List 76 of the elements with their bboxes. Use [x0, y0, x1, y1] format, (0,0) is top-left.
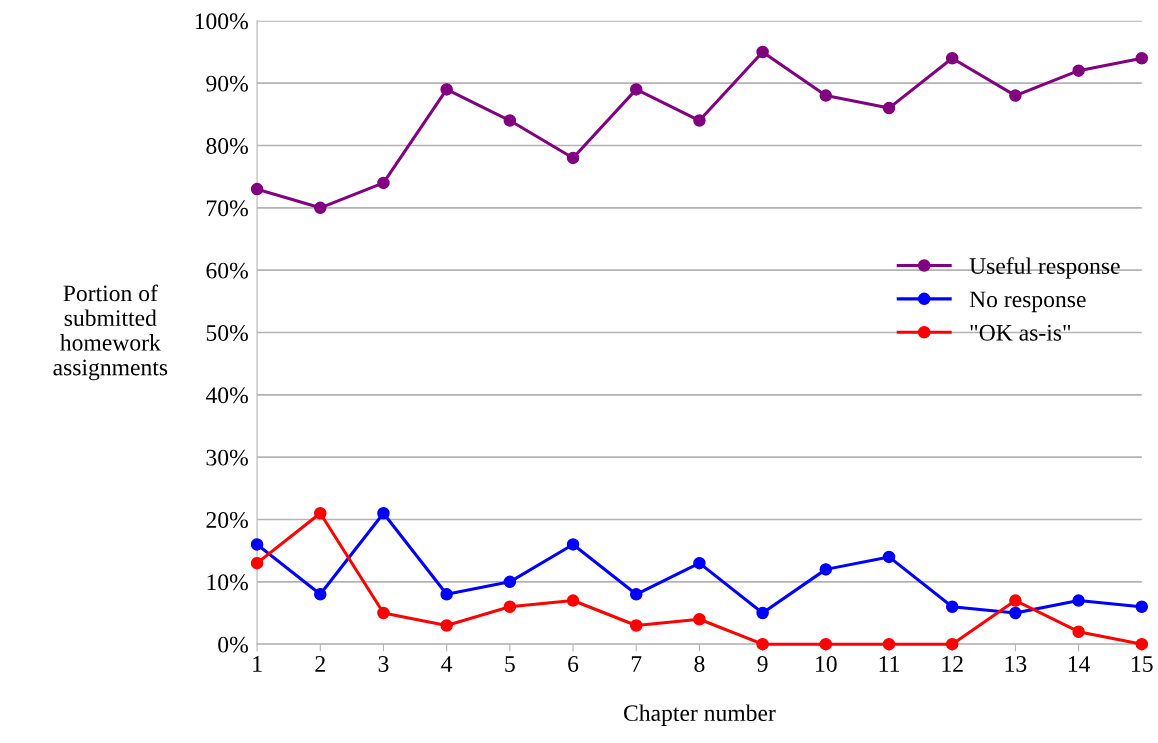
point: [314, 588, 327, 601]
point: [1072, 64, 1085, 77]
point: [693, 114, 706, 127]
point: [566, 151, 580, 165]
x-tick-label: 15: [1132, 656, 1153, 672]
y-tick-label: 30%: [206, 449, 248, 466]
point: [566, 594, 580, 607]
point: [1009, 606, 1022, 620]
point: [1009, 594, 1022, 607]
point: [756, 637, 769, 651]
y-tick-label: 10%: [207, 574, 248, 591]
point: [819, 637, 833, 651]
x-tick-label: 6: [568, 656, 579, 672]
y-tick-label: 70%: [207, 200, 248, 217]
x-tick-label: 11: [879, 656, 899, 672]
point: [503, 114, 517, 127]
point: [629, 588, 643, 601]
point: [314, 507, 327, 520]
point: [693, 556, 706, 570]
point: [945, 51, 959, 65]
point: [566, 538, 580, 551]
point: [945, 600, 959, 614]
x-tick-label: 7: [631, 656, 642, 672]
point: [440, 619, 453, 632]
point: [629, 83, 643, 96]
point: [503, 575, 517, 589]
point: [314, 201, 327, 215]
y-tick-label: 90%: [206, 75, 248, 92]
y-tick-label: 80%: [206, 137, 248, 154]
x-tick-label: 1: [253, 656, 262, 672]
x-tick-label: 13: [1005, 656, 1027, 672]
point: [882, 101, 896, 115]
y-tick-label: 60%: [206, 262, 248, 279]
point: [1135, 51, 1149, 65]
point: [503, 600, 517, 614]
point: [1009, 89, 1022, 102]
y-tick-label: 100%: [195, 13, 248, 30]
point: [250, 538, 264, 551]
point: [756, 606, 769, 620]
point: [756, 45, 769, 59]
point: [1072, 594, 1085, 607]
legend-label: No response: [969, 291, 1086, 313]
point: [819, 563, 833, 576]
point: [819, 89, 833, 102]
x-tick-label: 10: [816, 655, 837, 672]
point: [377, 507, 390, 520]
point: [882, 550, 896, 564]
y-tick-label: 20%: [206, 512, 248, 529]
x-axis-title: Chapter number: [624, 704, 776, 726]
point: [377, 606, 390, 620]
x-tick-label: 14: [1068, 656, 1091, 672]
x-tick-label: 12: [942, 656, 963, 672]
point: [1135, 600, 1149, 614]
x-tick-label: 3: [378, 656, 389, 672]
legend-label: "OK as-is": [970, 324, 1071, 341]
point: [1135, 637, 1149, 651]
legend-label: Useful response: [969, 257, 1120, 279]
point: [945, 637, 959, 651]
y-axis-title: Portion of submitted homework assignments: [53, 284, 168, 381]
y-tick-label: 0%: [218, 636, 248, 653]
point: [629, 619, 643, 632]
point: [882, 637, 896, 651]
point: [440, 83, 453, 96]
y-tick-label: 40%: [205, 387, 248, 404]
x-tick-label: 4: [441, 656, 453, 672]
point: [250, 556, 264, 570]
point: [440, 588, 453, 601]
x-tick-label: 8: [694, 655, 705, 672]
point: [377, 176, 390, 190]
x-tick-label: 9: [757, 656, 768, 672]
x-tick-label: 2: [315, 656, 325, 672]
point: [693, 612, 706, 626]
point: [250, 182, 264, 196]
y-tick-label: 50%: [206, 324, 248, 341]
point: [1072, 625, 1085, 638]
x-tick-label: 5: [505, 656, 515, 672]
